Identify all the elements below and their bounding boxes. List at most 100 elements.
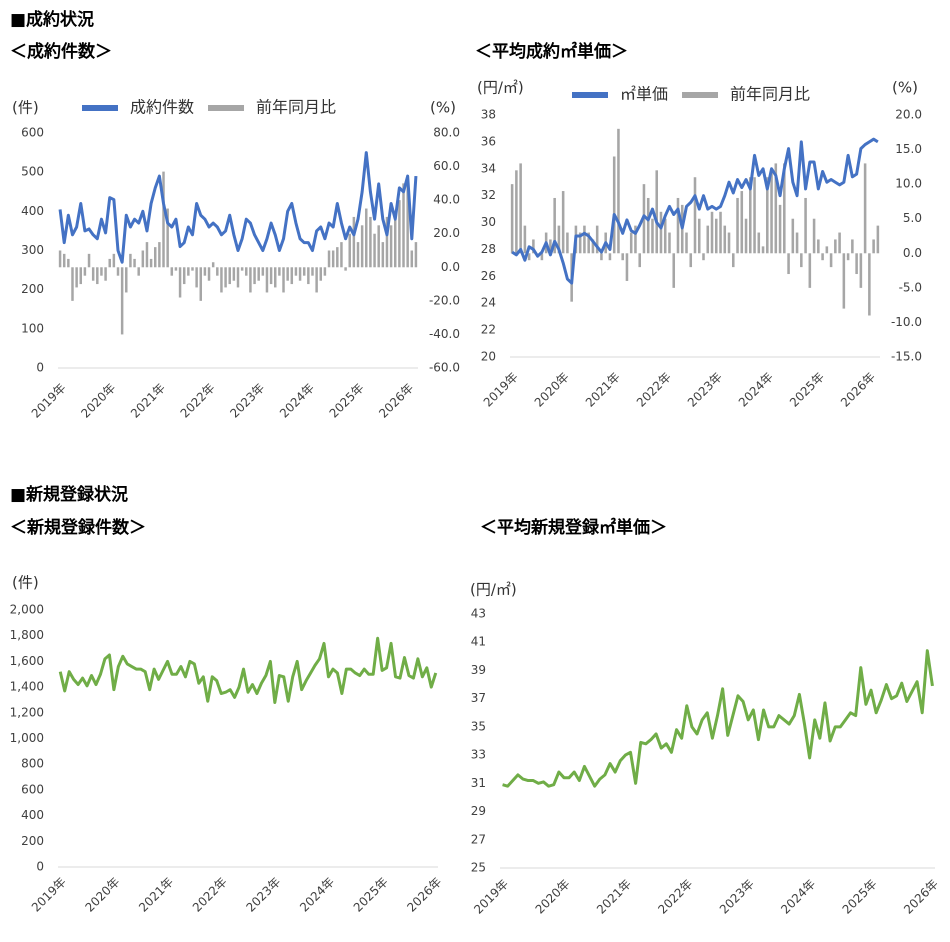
x-tick-label: 2022年 — [178, 381, 218, 421]
bar — [766, 177, 769, 254]
x-tick-label: 2025年 — [327, 381, 367, 421]
y-tick-label: 300 — [21, 243, 44, 257]
x-tick-label: 2024年 — [277, 381, 317, 421]
bar — [83, 267, 87, 276]
y-tick-label: 38 — [481, 108, 496, 122]
x-tick-label: 2019年 — [471, 877, 511, 917]
x-tick-label: 2020年 — [78, 381, 118, 421]
y-tick-label: 43 — [471, 607, 486, 621]
x-tick-label: 2019年 — [29, 381, 69, 421]
bar — [876, 225, 880, 254]
y-tick-label: 33 — [471, 748, 486, 762]
line-series — [511, 137, 879, 285]
bar — [67, 258, 70, 268]
bar — [298, 267, 302, 281]
bar — [187, 267, 190, 276]
bar — [100, 267, 103, 276]
y-tick-label: 400 — [21, 808, 44, 822]
bar — [587, 232, 590, 254]
y-axis-label: (件) — [12, 574, 39, 592]
bar — [394, 216, 397, 268]
bar — [625, 253, 629, 281]
bar — [269, 267, 273, 285]
bar — [527, 253, 531, 261]
y-tick-label: 22 — [481, 323, 496, 337]
y-tick-label: 2,000 — [10, 603, 44, 617]
bar — [195, 267, 198, 288]
bar — [319, 267, 322, 281]
bar — [744, 218, 748, 254]
bar — [608, 253, 612, 261]
y-axis-label: (円/㎡) — [477, 79, 524, 97]
bar — [651, 218, 654, 254]
bar — [261, 267, 265, 276]
bar — [753, 177, 756, 254]
bar — [825, 246, 829, 254]
bar — [79, 267, 82, 285]
bar — [689, 253, 693, 268]
x-tick-label: 2024年 — [297, 875, 337, 915]
bar — [863, 163, 867, 254]
bar — [220, 267, 223, 293]
bar — [519, 163, 522, 254]
bar — [638, 253, 641, 268]
bar — [224, 267, 227, 288]
bar — [199, 267, 202, 301]
bar — [203, 267, 207, 276]
bar — [278, 267, 281, 276]
y-tick-label: 26 — [481, 269, 496, 283]
bar — [663, 218, 667, 254]
y-tick-label: 600 — [21, 782, 44, 796]
bar — [236, 267, 240, 288]
x-tick-label: 2026年 — [376, 381, 416, 421]
bar — [706, 225, 710, 254]
bar — [757, 232, 761, 254]
y-tick-label: 200 — [21, 282, 44, 296]
bar — [578, 232, 582, 254]
bar — [510, 184, 514, 254]
bar — [377, 225, 380, 268]
bar — [58, 250, 62, 268]
y-tick-label: 1,800 — [10, 628, 44, 642]
x-tick-label: 2023年 — [685, 370, 725, 410]
bar — [158, 242, 161, 268]
bar — [617, 128, 620, 254]
y-tick-label: 39 — [471, 663, 486, 677]
x-tick-label: 2020年 — [532, 370, 572, 410]
x-tick-label: 2023年 — [227, 381, 267, 421]
bar — [838, 232, 841, 254]
bar — [245, 267, 248, 276]
bar — [62, 253, 66, 268]
bar — [311, 267, 314, 276]
bar — [141, 250, 145, 268]
bar — [697, 218, 701, 254]
section-heading: ■新規登録状況 — [10, 484, 128, 505]
x-tick-label: 2021年 — [128, 381, 168, 421]
bar — [145, 242, 149, 268]
y-tick-label: 0 — [36, 361, 44, 375]
bar — [373, 233, 376, 268]
y-tick-label: 1,200 — [10, 705, 44, 719]
bar — [125, 267, 128, 293]
y2-tick-label: -15.0 — [891, 350, 922, 364]
y-tick-label: 36 — [481, 134, 496, 148]
bar — [116, 267, 120, 276]
bar — [344, 267, 347, 271]
bar — [129, 253, 132, 268]
bar — [872, 239, 875, 254]
y-tick-label: 200 — [21, 834, 44, 848]
x-tick-label: 2024年 — [778, 877, 818, 917]
y-tick-label: 25 — [471, 861, 486, 875]
bar — [112, 253, 116, 268]
bar — [629, 232, 633, 254]
line-series — [58, 151, 418, 264]
bar — [162, 171, 165, 268]
bar — [360, 225, 364, 268]
bar — [774, 163, 778, 254]
x-tick-label: 2022年 — [190, 875, 230, 915]
bar — [108, 258, 111, 268]
bar — [740, 191, 744, 254]
bar — [566, 232, 569, 254]
y-tick-label: 24 — [481, 296, 496, 310]
bar — [154, 247, 157, 268]
